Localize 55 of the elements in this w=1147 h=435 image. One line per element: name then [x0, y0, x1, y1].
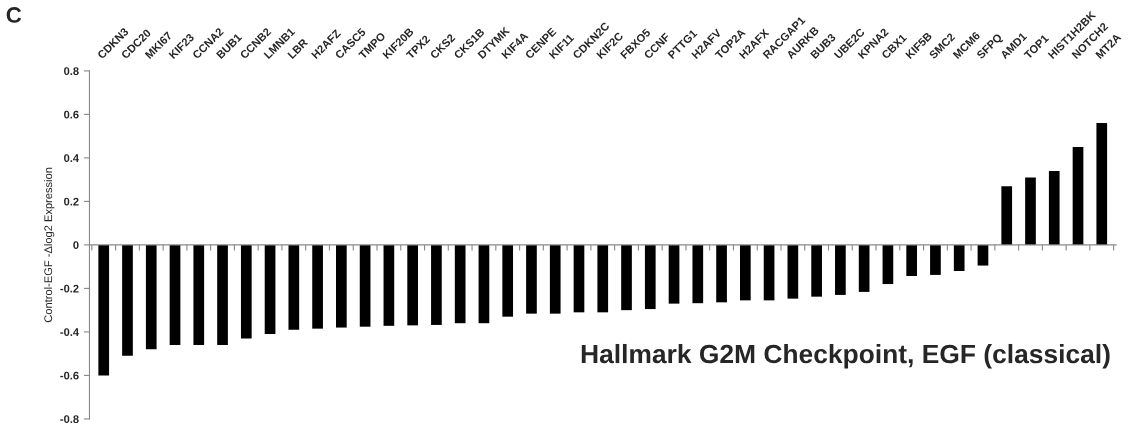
bar [336, 244, 347, 328]
bar [98, 244, 110, 376]
bar [621, 244, 632, 311]
bar [835, 244, 846, 295]
y-tick-label: -0.2 [60, 284, 79, 293]
bar [145, 244, 157, 350]
bar [573, 244, 585, 313]
bar [930, 244, 941, 275]
bar [739, 244, 751, 301]
bar [1025, 177, 1036, 245]
bar [763, 244, 775, 301]
bar [407, 244, 418, 326]
bar [1072, 147, 1084, 245]
bar [1096, 123, 1108, 245]
y-tick-label: 0.8 [64, 67, 79, 76]
bar [858, 244, 870, 292]
bar [502, 244, 514, 317]
bar [549, 244, 561, 314]
bar [668, 244, 680, 304]
y-tick-label: 0.6 [64, 110, 79, 119]
bar [526, 244, 537, 314]
bar [811, 244, 822, 297]
bar [288, 244, 300, 330]
y-axis-title: Control-EGF -Δlog2 Expression [43, 167, 55, 323]
text: C [6, 7, 22, 23]
bar [977, 244, 989, 266]
bar [1001, 186, 1013, 245]
bar [264, 244, 276, 335]
bar [240, 244, 252, 339]
bar [597, 244, 609, 313]
bar [217, 244, 228, 345]
bar [692, 244, 704, 304]
bar [1048, 170, 1060, 245]
bar [478, 244, 490, 324]
bar [169, 244, 181, 345]
bar [312, 244, 323, 329]
y-tick-label: -0.8 [60, 415, 79, 424]
bar [906, 244, 918, 277]
y-tick-label: 0 [73, 241, 79, 250]
bar [359, 244, 371, 327]
bar [716, 244, 727, 303]
bar [431, 244, 442, 325]
y-tick-label: -0.6 [60, 371, 79, 380]
annotation: Hallmark G2M Checkpoint, EGF (classical) [581, 343, 1110, 369]
bar [193, 244, 205, 345]
bar [882, 244, 894, 285]
bar [953, 244, 965, 271]
bar [454, 244, 466, 324]
y-tick-label: -0.4 [60, 328, 79, 337]
bar [787, 244, 799, 299]
bar [383, 244, 395, 326]
y-tick-label: 0.4 [64, 154, 79, 163]
bar [644, 244, 656, 310]
bar [122, 244, 133, 356]
y-tick-label: 0.2 [64, 197, 79, 206]
